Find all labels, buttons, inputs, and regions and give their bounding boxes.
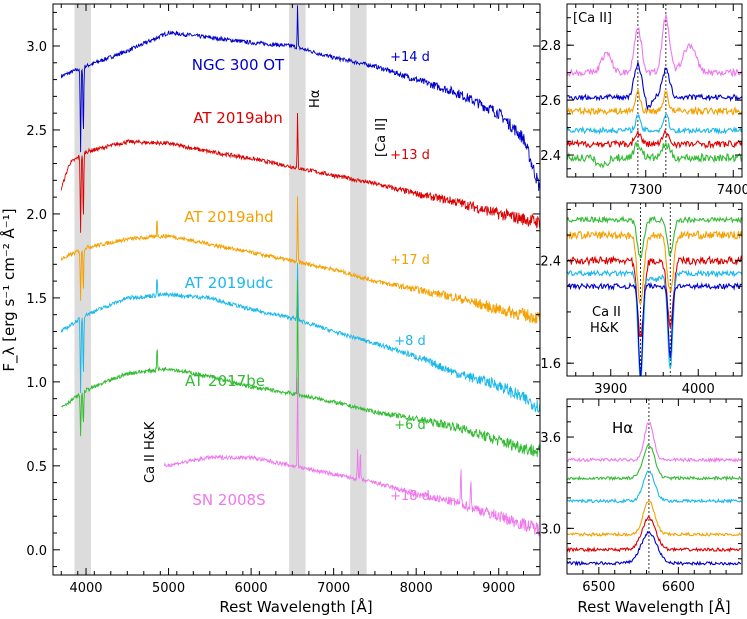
A-series-line-5: [567, 141, 742, 169]
inset-ca-hk-frame: [566, 202, 743, 377]
C-x-tick-label: 6500: [582, 580, 615, 595]
main-axes-frame: [52, 3, 541, 576]
B-series-line-1: [567, 229, 742, 306]
inset-ca-ii-panel: 7300 7400 2.4 2.6 2.8 [Ca II]: [540, 3, 747, 198]
inset-ca-ii-frame: [566, 3, 743, 178]
A-y-tick-label: 2.6: [540, 94, 561, 109]
B-series-line-0: [567, 215, 742, 259]
main-x-tick-label: 6000: [235, 581, 268, 596]
series-epoch-label-0: +14 d: [390, 50, 430, 65]
series-epoch-label-1: +13 d: [390, 148, 430, 163]
C-series-line-5: [567, 530, 742, 567]
series-name-label-1: AT 2019abn: [193, 109, 282, 127]
inset-halpha-title: Hα: [612, 419, 633, 437]
shaded-band-2: [350, 4, 367, 575]
series-line-4: [61, 279, 540, 458]
B-x-tick-label: 3900: [594, 382, 627, 397]
main-x-tick-label: 7000: [317, 581, 350, 596]
A-y-tick-label: 2.4: [540, 149, 561, 164]
main-y-tick-label: 0.5: [26, 460, 47, 475]
A-series-line-3: [567, 113, 742, 136]
shaded-band-0: [74, 4, 91, 575]
series-name-label-4: AT 2017be: [185, 372, 265, 390]
B-x-tick-label: 4000: [682, 382, 715, 397]
C-x-tick-label: 6600: [662, 580, 695, 595]
main-x-tick-label: 5000: [152, 581, 185, 596]
main-y-tick-label: 2.5: [26, 124, 47, 139]
series-epoch-label-5: +18 d: [390, 489, 430, 504]
B-y-tick-label: 2.4: [540, 255, 561, 270]
series-name-label-0: NGC 300 OT: [192, 56, 285, 74]
B-series-line-2: [567, 254, 742, 337]
main-y-tick-label: 1.5: [26, 292, 47, 307]
main-x-tick-label: 4000: [69, 581, 102, 596]
x-axis-label-main: Rest Wavelength [Å]: [219, 597, 372, 616]
A-x-tick-label: 7300: [629, 183, 662, 198]
inset-ca-hk-title-2: H&K: [590, 321, 619, 336]
B-y-tick-label: 1.6: [540, 357, 561, 372]
A-series-line-1: [567, 62, 742, 111]
C-series-line-4: [567, 515, 742, 553]
series-line-2: [60, 196, 540, 324]
series-epoch-label-4: +6 d: [394, 418, 426, 433]
C-y-tick-label: 3.0: [540, 522, 561, 537]
main-y-tick-label: 0.0: [26, 544, 47, 559]
series-line-3: [60, 262, 540, 413]
inset-ca-ii-title: [Ca II]: [573, 11, 612, 26]
band-label-halpha: Hα: [308, 90, 323, 108]
series-name-label-3: AT 2019udc: [185, 274, 273, 292]
inset-halpha-frame: [566, 398, 743, 575]
main-y-tick-label: 1.0: [26, 376, 47, 391]
A-series-line-0: [567, 14, 742, 78]
A-series-line-4: [567, 129, 742, 150]
main-x-tick-label: 9000: [482, 581, 515, 596]
C-series-line-2: [567, 470, 742, 505]
B-series-line-3: [567, 269, 742, 376]
band-label-ca-ii: [Ca II]: [374, 118, 389, 157]
series-line-1: [60, 112, 540, 233]
main-x-tick-label: 8000: [400, 581, 433, 596]
series-epoch-label-2: +17 d: [390, 253, 430, 268]
A-series-line-2: [567, 88, 742, 117]
C-y-tick-label: 3.6: [540, 431, 561, 446]
series-name-label-5: SN 2008S: [192, 491, 265, 509]
C-series-line-1: [567, 444, 742, 482]
x-axis-label-right: Rest Wavelength [Å]: [577, 597, 730, 616]
main-spectra-panel: NGC 300 OT +14 d AT 2019abn +13 d AT 2019ahd…: [0, 3, 541, 616]
main-y-tick-label: 2.0: [26, 208, 47, 223]
C-series-line-0: [567, 421, 742, 463]
C-series-line-3: [567, 499, 742, 538]
A-y-tick-label: 2.8: [540, 39, 561, 54]
band-label-ca-hk: Ca II H&K: [143, 421, 158, 483]
inset-ca-hk-panel: 3900 4000 1.6 2.4 Ca II H&K: [540, 202, 743, 397]
B-series-line-4: [567, 281, 742, 376]
series-line-5: [163, 377, 540, 537]
series-line-0: [60, 5, 540, 191]
series-epoch-label-3: +8 d: [394, 334, 426, 349]
series-name-label-2: AT 2019ahd: [184, 208, 273, 226]
A-x-tick-label: 7400: [717, 183, 747, 198]
inset-halpha-panel: 6500 6600 3.0 3.6 Hα Rest Wavelength [Å]: [540, 398, 743, 616]
inset-ca-hk-title-1: Ca II: [592, 305, 621, 320]
main-y-tick-label: 3.0: [26, 40, 47, 55]
y-axis-label: F_λ [erg s⁻¹ cm⁻² Å⁻¹]: [0, 208, 19, 371]
